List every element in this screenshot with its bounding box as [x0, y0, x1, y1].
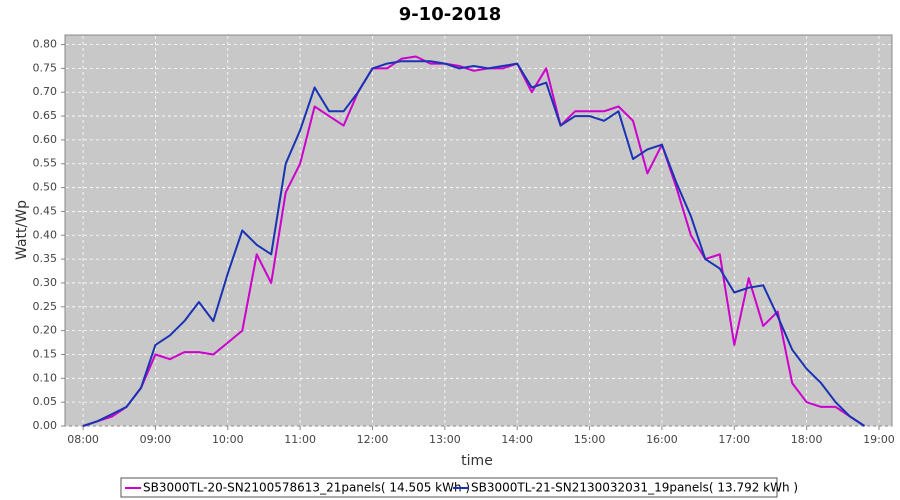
x-axis-label: time: [461, 453, 493, 469]
y-tick-label: 0.70: [33, 85, 58, 98]
x-tick-label: 13:00: [429, 433, 461, 446]
y-tick-label: 0.25: [33, 300, 58, 313]
y-axis-label: Watt/Wp: [14, 200, 30, 260]
legend-label: SB3000TL-21-SN2130032031_19panels( 13.79…: [471, 481, 798, 495]
y-tick-label: 0.60: [33, 133, 58, 146]
x-tick-label: 16:00: [646, 433, 678, 446]
legend-label: SB3000TL-20-SN2100578613_21panels( 14.50…: [143, 481, 470, 495]
x-tick-label: 14:00: [501, 433, 533, 446]
y-tick-label: 0.40: [33, 228, 58, 241]
x-tick-label: 18:00: [791, 433, 823, 446]
y-tick-label: 0.50: [33, 181, 58, 194]
y-tick-label: 0.20: [33, 324, 58, 337]
y-tick-label: 0.65: [33, 109, 58, 122]
chart-title: 9-10-2018: [399, 4, 502, 25]
x-tick-label: 10:00: [212, 433, 244, 446]
y-tick-label: 0.10: [33, 371, 58, 384]
legend: [120, 477, 778, 498]
plot-area: [64, 34, 893, 427]
series-line: [82, 60, 866, 427]
x-tick-label: 11:00: [284, 433, 316, 446]
x-tick-label: 09:00: [140, 433, 172, 446]
x-tick-label: 12:00: [357, 433, 389, 446]
y-tick-label: 0.75: [33, 61, 58, 74]
y-tick-label: 0.05: [33, 395, 58, 408]
x-tick-label: 19:00: [863, 433, 895, 446]
y-tick-label: 0.15: [33, 347, 58, 360]
y-tick-label: 0.55: [33, 157, 58, 170]
y-tick-label: 0.00: [33, 419, 58, 432]
y-tick-label: 0.30: [33, 276, 58, 289]
y-tick-label: 0.35: [33, 252, 58, 265]
x-tick-label: 17:00: [718, 433, 750, 446]
y-tick-label: 0.80: [33, 38, 58, 51]
x-tick-label: 08:00: [67, 433, 99, 446]
series-line: [82, 55, 866, 427]
y-tick-label: 0.45: [33, 204, 58, 217]
x-tick-label: 15:00: [574, 433, 606, 446]
